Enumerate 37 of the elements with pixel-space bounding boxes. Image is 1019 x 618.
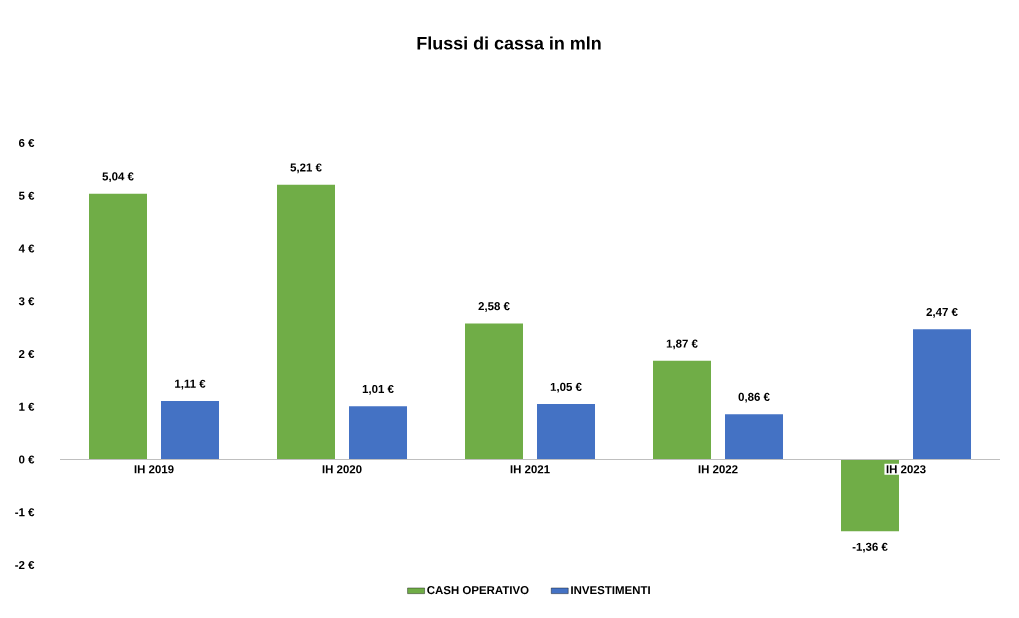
y-tick-label: 1 € <box>19 402 35 411</box>
bar <box>161 400 219 460</box>
x-tick-label: IH 2020 <box>322 465 362 474</box>
y-tick-label: 5 € <box>18 191 35 200</box>
x-tick-label: IH 2022 <box>698 465 738 474</box>
data-label: 1,05 € <box>550 382 582 393</box>
bar <box>465 323 523 460</box>
y-tick-label: 2 € <box>18 349 35 359</box>
y-tick-label: 3 € <box>18 297 35 306</box>
data-label: 0,86 € <box>738 392 770 403</box>
chart-title: Flussi di cassa in mln <box>417 36 601 50</box>
x-tick-label: IH 2019 <box>134 465 174 474</box>
bar <box>841 459 900 532</box>
bar <box>725 414 783 460</box>
y-tick-label: 0 € <box>19 455 35 464</box>
legend-label: INVESTIMENTI <box>571 586 650 595</box>
y-tick-label: -2 € <box>15 560 35 570</box>
data-label: 1,11 € <box>175 379 206 390</box>
bar <box>913 329 972 460</box>
data-label: 5,21 € <box>290 163 322 174</box>
data-label: 2,47 € <box>926 307 958 318</box>
bar <box>537 404 595 460</box>
legend-label: CASH OPERATIVO <box>427 586 529 595</box>
y-tick-label: 6 € <box>18 138 35 148</box>
y-tick-label: 4 € <box>18 244 35 253</box>
data-label: 1,01 € <box>362 384 394 395</box>
data-label: -1,36 € <box>852 542 888 553</box>
x-tick-label: IH 2023 <box>886 465 926 474</box>
bar <box>349 406 407 460</box>
bar <box>89 193 147 460</box>
data-label: 1,87 € <box>666 339 698 350</box>
data-label: 5,04 € <box>102 172 134 183</box>
y-tick-label: -1 € <box>15 508 35 517</box>
data-label: 2,58 € <box>478 302 510 312</box>
x-tick-label: IH 2021 <box>510 465 550 474</box>
bar <box>277 184 335 460</box>
bar <box>653 360 711 460</box>
